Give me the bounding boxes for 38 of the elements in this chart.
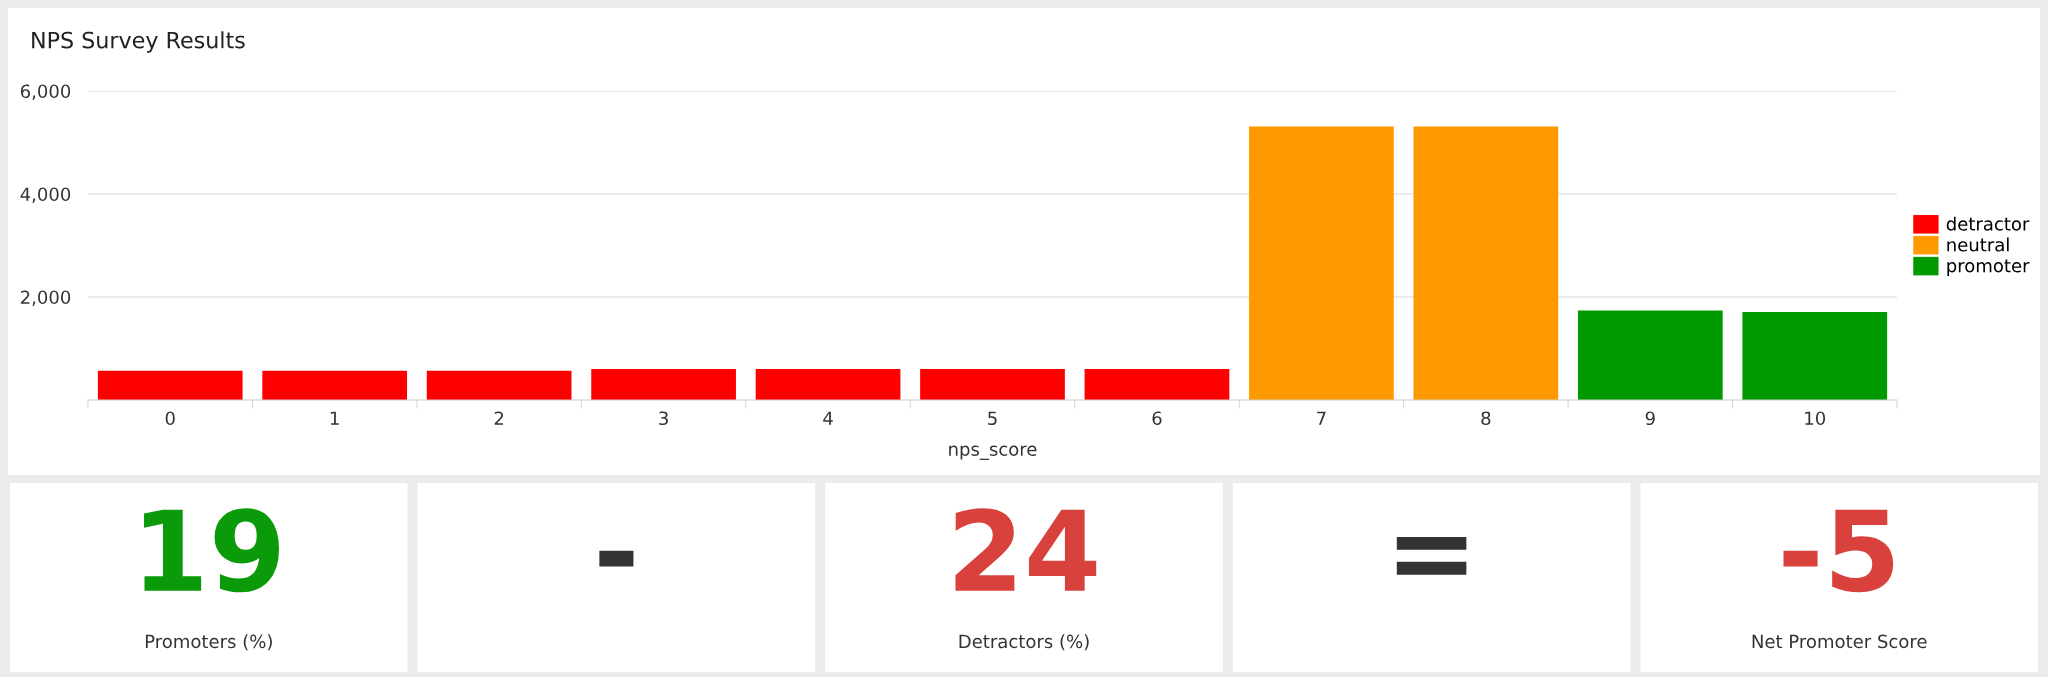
bar bbox=[755, 369, 901, 400]
bar bbox=[1742, 311, 1888, 400]
bar bbox=[591, 369, 736, 400]
text: -5 bbox=[1783, 509, 1894, 593]
x-tick-label: 8 bbox=[1481, 411, 1491, 426]
legend-label: detractor bbox=[1946, 216, 2030, 231]
x-tick-label: 7 bbox=[1317, 411, 1326, 425]
text: 19 bbox=[144, 508, 280, 593]
text: 24 bbox=[955, 508, 1097, 591]
x-tick-label: 10 bbox=[1805, 411, 1826, 426]
x-tick-label: 0 bbox=[165, 411, 175, 426]
bar bbox=[1577, 310, 1723, 400]
bar bbox=[426, 370, 572, 400]
x-tick-label: 5 bbox=[988, 411, 997, 426]
x-axis-title: nps_score bbox=[949, 445, 1037, 460]
legend-label: neutral bbox=[1947, 237, 2009, 252]
chart-title: NPS Survey Results bbox=[32, 31, 245, 53]
x-tick-label: 3 bbox=[659, 411, 668, 426]
x-tick-label: 9 bbox=[1645, 411, 1655, 426]
bar bbox=[920, 369, 1065, 400]
bar bbox=[262, 370, 408, 400]
x-tick-label: 2 bbox=[494, 411, 504, 425]
bar bbox=[97, 370, 243, 400]
category-label: Detractors (%) bbox=[959, 634, 1089, 651]
bar bbox=[1249, 126, 1394, 400]
y-tick-label: 4,000 bbox=[20, 187, 71, 203]
bar bbox=[1413, 126, 1559, 400]
legend-label: promoter bbox=[1947, 259, 2030, 276]
category-label: Promoters (%) bbox=[145, 634, 272, 651]
text: = bbox=[1396, 537, 1467, 575]
x-tick-label: 1 bbox=[330, 411, 339, 425]
y-tick-label: 2,000 bbox=[20, 290, 71, 306]
x-tick-label: 4 bbox=[823, 411, 833, 425]
y-tick-label: 6,000 bbox=[20, 84, 71, 100]
text: - bbox=[599, 550, 634, 567]
category-label: Net Promoter Score bbox=[1752, 634, 1927, 649]
x-tick-label: 6 bbox=[1152, 411, 1162, 426]
bar bbox=[1084, 369, 1230, 400]
